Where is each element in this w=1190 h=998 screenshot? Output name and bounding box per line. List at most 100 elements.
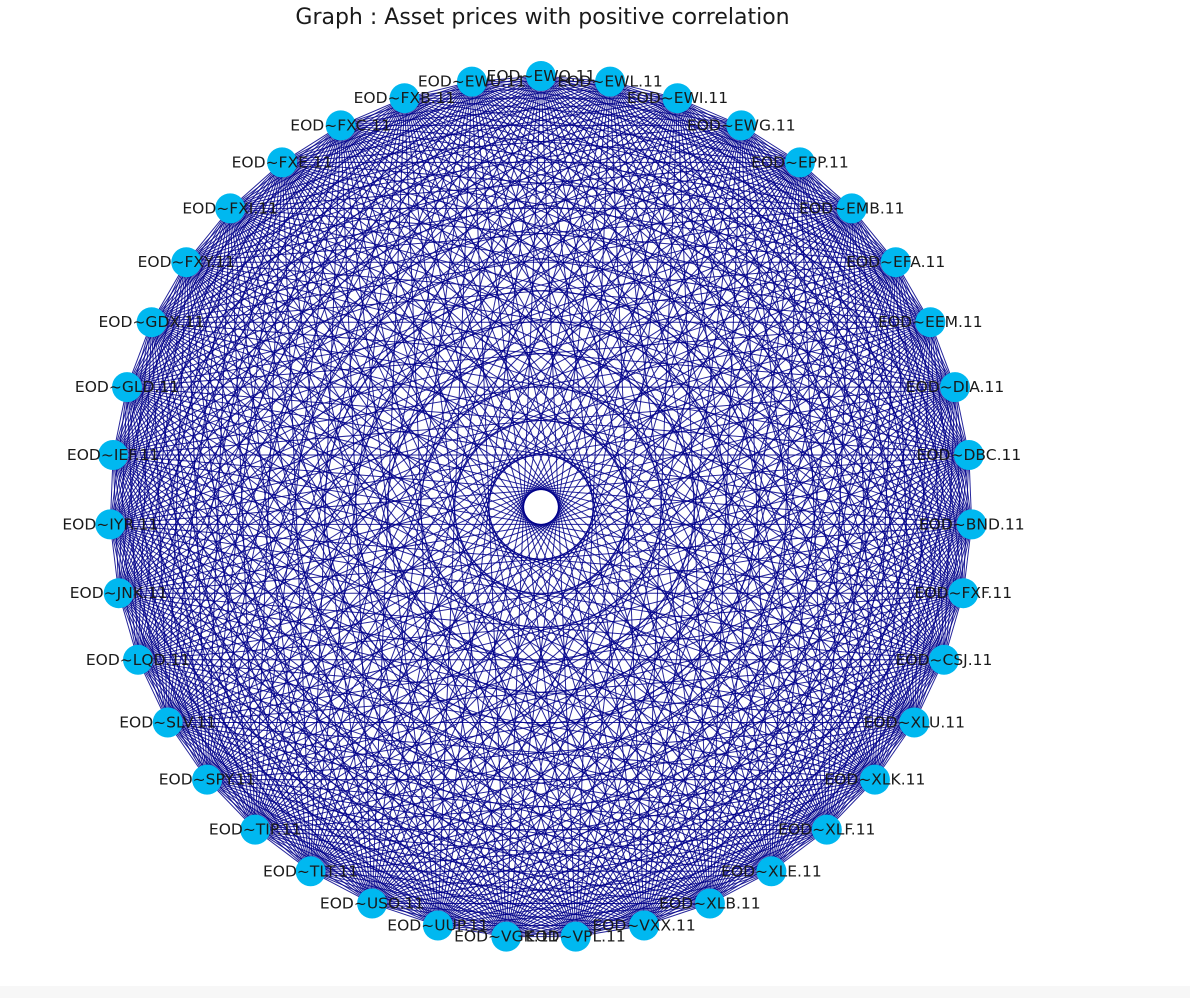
edge	[471, 81, 577, 937]
node-label: EOD~EWL.11	[557, 73, 662, 91]
edge	[112, 454, 915, 723]
edge	[404, 97, 973, 525]
edge	[207, 722, 915, 781]
edge	[151, 322, 373, 904]
node-eod-eem-11	[915, 307, 946, 338]
edge	[404, 97, 915, 723]
node-label: EOD~GDX.11	[99, 313, 205, 331]
edge	[112, 124, 742, 456]
edge	[310, 386, 956, 872]
edge	[229, 97, 405, 209]
edge	[167, 722, 875, 781]
edge	[540, 75, 945, 661]
edge	[229, 81, 473, 209]
edge	[281, 161, 956, 388]
edge	[185, 262, 256, 830]
edge	[112, 454, 439, 926]
edge	[643, 125, 742, 926]
edge	[185, 262, 439, 926]
edge	[340, 125, 915, 723]
node-eod-ief-11	[98, 440, 129, 470]
node-eod-bnd-11	[956, 509, 987, 540]
edge	[151, 207, 852, 323]
edge	[230, 207, 972, 525]
edge	[371, 81, 473, 904]
edge	[167, 81, 473, 723]
edge	[471, 81, 801, 163]
edge	[254, 97, 678, 830]
edge	[126, 386, 439, 926]
edge	[126, 386, 969, 456]
edge	[229, 208, 439, 926]
node-eod-uso-11	[357, 888, 388, 919]
edge	[505, 386, 956, 937]
edge	[540, 75, 828, 830]
node-label: EOD~GLD.11	[75, 378, 179, 396]
edge	[575, 162, 801, 937]
node-label: EOD~EWG.11	[687, 116, 796, 134]
node-eod-ewi-11	[662, 83, 693, 114]
node-label: EOD~TIP.11	[209, 821, 302, 839]
node-eod-tip-11	[240, 814, 271, 845]
edge	[167, 98, 405, 723]
edge	[281, 162, 645, 926]
node-label: EOD~IYR.11	[62, 515, 158, 533]
edge	[185, 261, 772, 872]
edge	[340, 125, 645, 926]
edge	[110, 523, 876, 781]
edge	[575, 321, 931, 937]
edge	[340, 124, 956, 388]
edge	[770, 162, 801, 872]
node-eod-gdx-11	[136, 307, 167, 338]
edge	[126, 386, 373, 904]
edge	[151, 81, 473, 323]
edge	[471, 81, 931, 323]
node-label: EOD~JNK.11	[70, 584, 168, 602]
edge	[126, 161, 801, 388]
node-eod-iyr-11	[95, 509, 126, 540]
edge	[126, 386, 876, 781]
edge	[167, 454, 970, 723]
edge	[471, 81, 973, 525]
edge	[186, 261, 964, 594]
edge	[206, 162, 283, 780]
edge	[471, 81, 915, 723]
node-layer	[95, 61, 987, 952]
edge	[371, 75, 542, 904]
edge	[118, 161, 801, 594]
node-eod-fxb-11	[389, 83, 420, 114]
edge	[437, 454, 970, 926]
node-eod-ewl-11	[595, 66, 626, 97]
edge	[118, 81, 473, 594]
node-label: EOD~DBC.11	[917, 446, 1022, 464]
edge	[185, 261, 577, 937]
node-eod-efa-11	[880, 247, 911, 278]
edge	[167, 162, 801, 723]
edge	[118, 208, 231, 594]
edge	[404, 98, 439, 926]
edge	[471, 81, 711, 904]
edge	[185, 261, 645, 926]
edge	[229, 208, 507, 937]
edge	[281, 162, 915, 723]
edge	[126, 386, 577, 937]
edge	[151, 321, 711, 904]
edge	[186, 81, 473, 263]
edge	[206, 125, 342, 780]
edge	[371, 98, 405, 904]
edge	[371, 321, 931, 904]
edge	[404, 98, 577, 937]
node-eod-vxx-11	[629, 910, 660, 941]
node-eod-ewq-11	[526, 61, 556, 91]
edge	[437, 162, 801, 926]
edge	[677, 98, 711, 904]
edge	[254, 125, 342, 830]
edge	[540, 75, 711, 904]
node-eod-fxf-11	[948, 578, 979, 609]
node-eod-spy-11	[192, 764, 223, 795]
chart-title: Graph : Asset prices with positive corre…	[295, 5, 790, 30]
node-label: EOD~IEF.11	[67, 446, 159, 464]
edge	[229, 207, 945, 661]
edge	[109, 162, 283, 525]
